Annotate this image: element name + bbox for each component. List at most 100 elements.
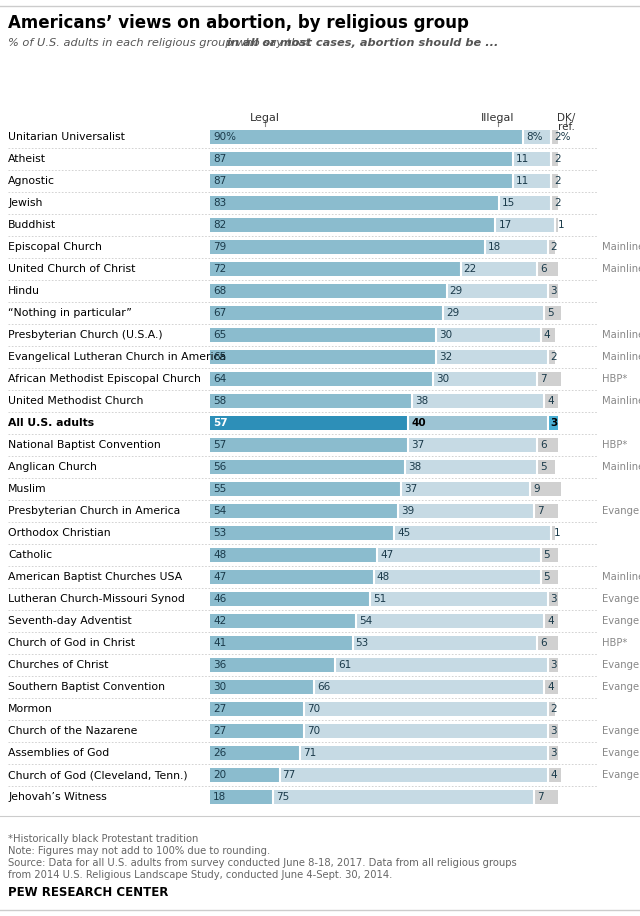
Text: Church of God (Cleveland, Tenn.): Church of God (Cleveland, Tenn.) [8,770,188,780]
Bar [210,306,443,320]
Bar [544,306,561,320]
Bar [537,636,558,650]
Bar [304,702,548,716]
Text: Mainline: Mainline [602,462,640,472]
Text: Churches of Christ: Churches of Christ [8,660,108,670]
Text: 20: 20 [213,770,226,780]
Bar [551,130,558,144]
Text: 4: 4 [547,396,554,406]
Bar [530,482,561,496]
Text: Seventh-day Adventist: Seventh-day Adventist [8,616,132,626]
Bar [210,284,447,298]
Bar [544,680,558,694]
Text: 5: 5 [540,462,547,472]
Text: Presbyterian Church in America: Presbyterian Church in America [8,506,180,516]
Text: 7: 7 [536,506,543,516]
Bar [544,394,558,408]
Text: Orthodox Christian: Orthodox Christian [8,528,111,538]
Text: 5: 5 [543,572,550,582]
Text: 57: 57 [213,418,228,428]
Text: 65: 65 [213,352,227,362]
Text: *Historically black Protestant tradition: *Historically black Protestant tradition [8,834,198,844]
Text: 32: 32 [439,352,452,362]
Text: 48: 48 [213,550,227,560]
Text: 18: 18 [213,792,227,802]
Bar [210,614,356,628]
Text: from 2014 U.S. Religious Landscape Study, conducted June 4-Sept. 30, 2014.: from 2014 U.S. Religious Landscape Study… [8,870,392,880]
Text: 55: 55 [213,484,227,494]
Text: 6: 6 [540,638,547,648]
Bar [541,570,558,584]
Text: Atheist: Atheist [8,154,46,164]
Text: 38: 38 [408,462,421,472]
Text: Evangelical Lutheran Church in America: Evangelical Lutheran Church in America [8,352,226,362]
Text: 82: 82 [213,220,227,230]
Bar [210,416,408,430]
Text: Evangelical: Evangelical [602,726,640,736]
Text: Illegal: Illegal [481,113,515,123]
Text: All U.S. adults: All U.S. adults [8,418,94,428]
Text: Jehovah’s Witness: Jehovah’s Witness [8,792,107,802]
Text: 11: 11 [516,154,529,164]
Bar [408,416,548,430]
Bar [210,460,405,474]
Text: 26: 26 [213,748,227,758]
Text: Evangelical: Evangelical [602,506,640,516]
Text: 53: 53 [213,528,227,538]
Text: 27: 27 [213,704,227,714]
Text: American Baptist Churches USA: American Baptist Churches USA [8,572,182,582]
Text: 4: 4 [547,682,554,692]
Bar [210,174,513,188]
Text: 11: 11 [516,176,529,186]
Bar [210,372,433,386]
Text: 67: 67 [213,308,227,318]
Text: 7: 7 [540,374,547,384]
Bar [210,130,524,144]
Text: Note: Figures may not add to 100% due to rounding.: Note: Figures may not add to 100% due to… [8,846,270,856]
Text: 4: 4 [550,770,557,780]
Text: 53: 53 [356,638,369,648]
Text: Church of God in Christ: Church of God in Christ [8,638,135,648]
Text: 6: 6 [540,440,547,450]
Text: Evangelical: Evangelical [602,616,640,626]
Bar [513,152,551,166]
Text: 27: 27 [213,726,227,736]
Bar [210,680,314,694]
Bar [210,350,436,364]
Text: 72: 72 [213,264,227,274]
Text: 37: 37 [412,440,424,450]
Bar [394,526,551,540]
Bar [551,152,558,166]
Bar [548,240,554,254]
Text: % of U.S. adults in each religious group who say that: % of U.S. adults in each religious group… [8,38,314,48]
Text: 90%: 90% [213,132,236,142]
Bar [548,724,558,738]
Text: 36: 36 [213,660,227,670]
Text: 40: 40 [412,418,426,428]
Bar [534,790,558,804]
Text: 48: 48 [376,572,390,582]
Text: Assemblies of God: Assemblies of God [8,748,109,758]
Text: 2: 2 [554,154,561,164]
Bar [210,702,304,716]
Bar [447,284,548,298]
Bar [405,460,537,474]
Text: African Methodist Episcopal Church: African Methodist Episcopal Church [8,374,201,384]
Bar [210,768,280,782]
Text: 3: 3 [550,286,557,296]
Text: 3: 3 [550,418,558,428]
Text: Southern Baptist Convention: Southern Baptist Convention [8,682,165,692]
Text: 75: 75 [276,792,289,802]
Bar [524,130,551,144]
Bar [210,592,370,606]
Text: 42: 42 [213,616,227,626]
Text: Mainline: Mainline [602,396,640,406]
Bar [210,504,398,518]
Bar [537,438,558,452]
Bar [210,746,301,760]
Bar [534,504,558,518]
Bar [210,240,485,254]
Bar [551,174,558,188]
Bar [210,482,401,496]
Bar [401,482,530,496]
